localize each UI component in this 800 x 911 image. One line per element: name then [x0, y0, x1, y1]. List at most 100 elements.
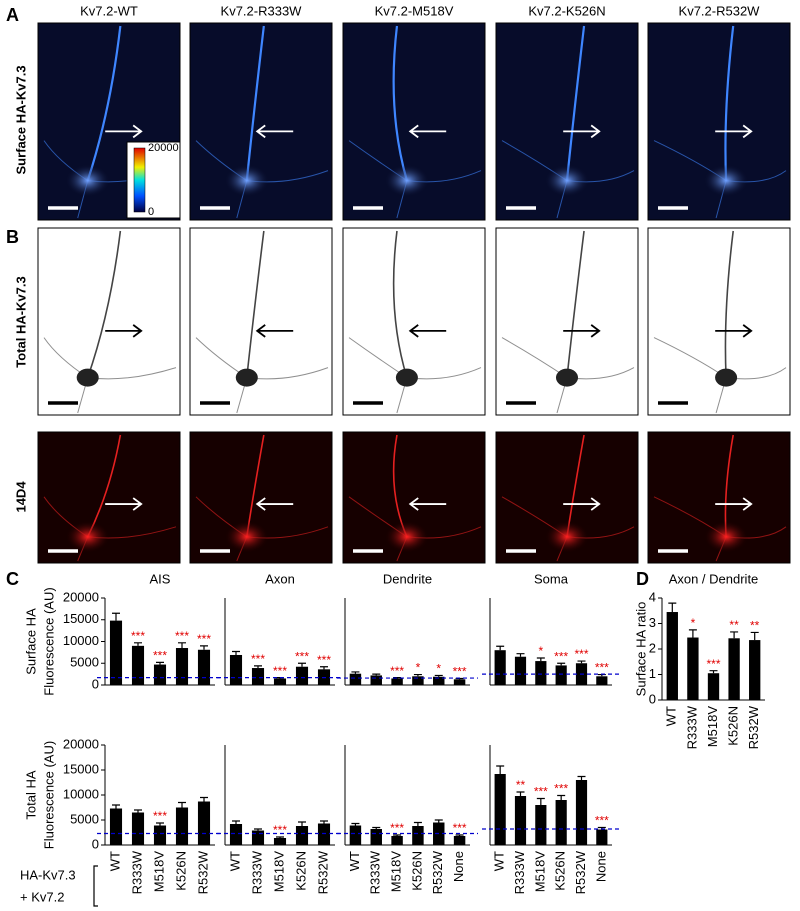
panel-label: D: [636, 569, 649, 589]
x-tick-label: None: [451, 851, 466, 882]
axon: [245, 25, 265, 181]
colorbar: [133, 147, 146, 213]
axon: [246, 230, 265, 378]
significance: ***: [706, 657, 720, 671]
bar: [349, 825, 362, 845]
x-tick-label: R532W: [746, 705, 761, 749]
error-bar: [557, 794, 566, 800]
significance: *: [436, 662, 441, 676]
bar: [349, 673, 362, 685]
soma: [545, 164, 589, 197]
bar: [494, 774, 506, 845]
column-title: Kv7.2-R333W: [221, 3, 303, 18]
error-bar: [254, 665, 262, 669]
axon: [86, 25, 122, 181]
x-tick-label: R532W: [573, 850, 588, 894]
significance: ***: [317, 653, 331, 667]
panel-label: C: [6, 569, 19, 589]
error-bar: [577, 775, 586, 780]
error-bar: [372, 826, 381, 829]
significance: **: [750, 619, 760, 633]
bar: [131, 645, 145, 685]
bar: [575, 780, 588, 845]
micrograph: [37, 227, 181, 416]
x-tick-label: K526N: [553, 851, 568, 891]
micrograph: [37, 431, 181, 564]
error-bar: [134, 642, 142, 646]
error-bar: [320, 820, 328, 824]
error-bar: [688, 629, 697, 638]
error-bar: [597, 673, 606, 677]
bar: [707, 673, 720, 700]
x-tick-label: M518V: [389, 851, 404, 893]
y-tick-label: 10000: [63, 633, 99, 648]
y-tick-label: 0: [649, 691, 656, 706]
error-bar: [276, 836, 284, 838]
bar: [229, 824, 243, 845]
bar: [197, 649, 211, 685]
significance: *: [538, 644, 543, 658]
significance: **: [729, 618, 739, 632]
error-bar: [351, 822, 360, 826]
row-label: Surface HA-Kv7.3: [13, 65, 28, 174]
soma: [556, 368, 578, 387]
bar: [153, 825, 167, 845]
soma: [65, 164, 110, 197]
bar: [295, 666, 309, 685]
error-bar: [496, 765, 505, 774]
x-tick-label: WT: [347, 851, 362, 871]
y-axis-label: Fluorescence (AU): [41, 587, 56, 695]
error-bar: [200, 796, 208, 802]
y-tick-label: 0: [92, 676, 99, 691]
bar: [370, 829, 382, 845]
significance: ***: [273, 823, 287, 837]
bar: [229, 654, 243, 685]
significance: ***: [131, 629, 145, 643]
error-bar: [232, 650, 240, 655]
x-tick-label: R333W: [249, 850, 264, 894]
error-bar: [232, 820, 240, 824]
row-label: 14D4: [13, 481, 28, 513]
significance: ***: [197, 632, 211, 646]
soma: [704, 520, 749, 553]
x-tick-label: M518V: [271, 851, 286, 893]
soma: [224, 520, 269, 553]
y-tick-label: 1: [649, 666, 656, 681]
soma: [704, 164, 749, 197]
row-label: Total HA-Kv7.3: [13, 276, 28, 368]
x-tick-label: R333W: [684, 705, 699, 749]
soma: [76, 368, 99, 387]
x-tick-label: M518V: [705, 706, 720, 748]
error-bar: [413, 673, 422, 677]
arrow: [715, 324, 753, 338]
bar: [273, 678, 287, 685]
axon: [392, 25, 408, 181]
significance: *: [416, 661, 421, 675]
bar: [555, 800, 567, 845]
soma: [65, 520, 110, 553]
y-axis-label: Surface HA ratio: [633, 602, 648, 697]
error-bar: [536, 657, 545, 662]
arrow: [563, 124, 601, 139]
arrow: [715, 497, 753, 511]
y-axis-label: Total HA: [23, 770, 38, 819]
arrow: [105, 324, 143, 338]
error-bar: [455, 834, 464, 836]
y-tick-label: 20000: [63, 736, 99, 751]
bar: [728, 638, 740, 700]
panel-label: B: [6, 227, 19, 247]
error-bar: [577, 660, 586, 664]
x-tick-label: K526N: [173, 851, 188, 891]
arrow: [105, 124, 143, 139]
chart-title: Axon / Dendrite: [669, 571, 759, 586]
x-tick-label: M518V: [151, 851, 166, 893]
bar: [453, 679, 466, 685]
significance: ***: [453, 821, 467, 835]
axon: [565, 25, 586, 181]
arrow: [715, 124, 753, 139]
condition-label: HA-Kv7.3: [20, 867, 76, 882]
y-tick-label: 3: [649, 615, 656, 630]
soma: [224, 164, 269, 197]
x-tick-label: WT: [227, 851, 242, 871]
